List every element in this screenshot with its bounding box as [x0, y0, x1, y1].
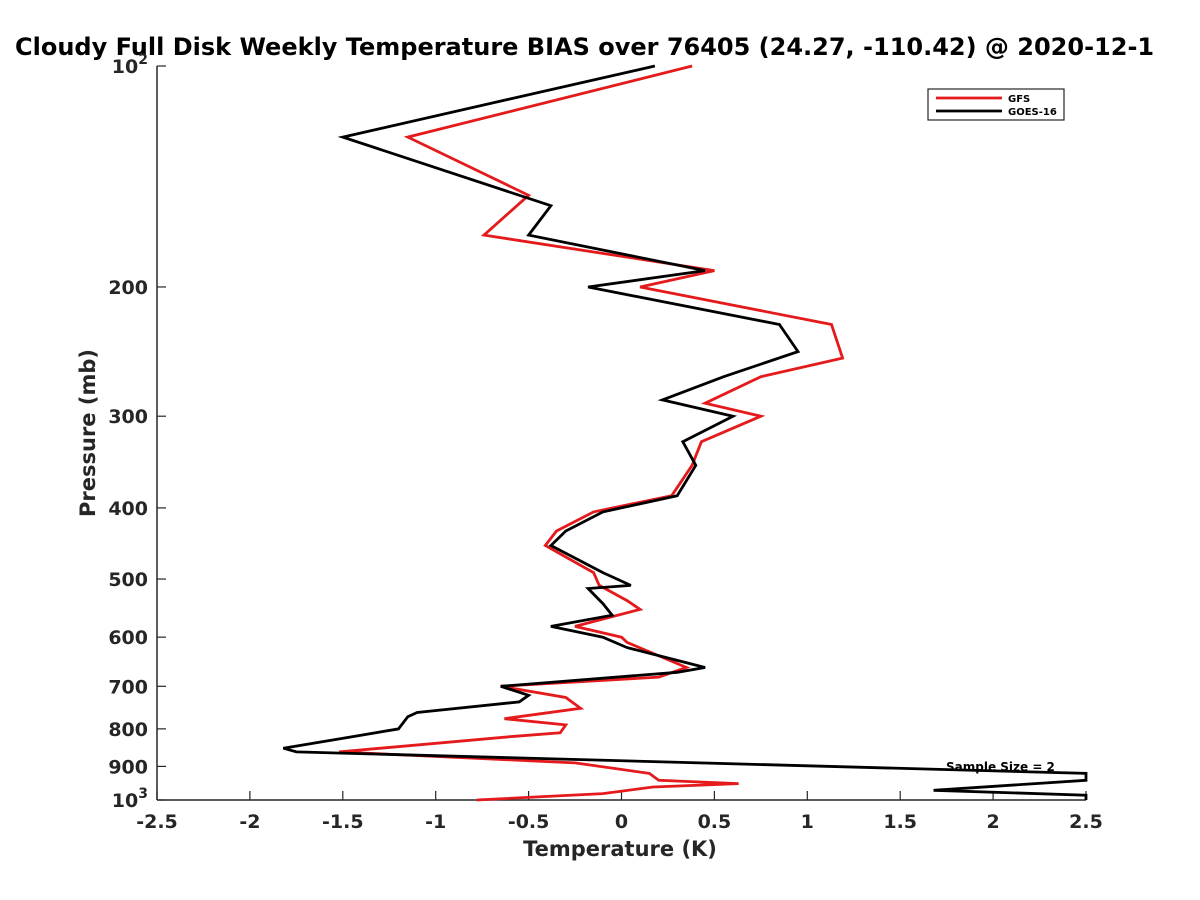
legend-box — [927, 88, 1065, 121]
y-tick-label: 900 — [108, 756, 148, 778]
x-tick-label: -1 — [425, 811, 446, 833]
axes: -2.5 -2 -1.5 -1 -0.5 0 0.5 1 1.5 2 2.5 102 200 300 400… — [108, 52, 1103, 833]
series-line-goes-16 — [282, 64, 1088, 800]
y-tick-label: 300 — [108, 406, 148, 428]
plot-area — [282, 64, 1088, 802]
legend-label: GOES-16 — [1008, 107, 1057, 118]
y-tick-label: 200 — [108, 277, 148, 299]
x-tick-label: -2 — [239, 811, 260, 833]
x-tick-label: 1 — [801, 811, 814, 833]
y-axis-label: Pressure (mb) — [76, 349, 100, 517]
x-tick-label: 2 — [986, 811, 999, 833]
chart-title: Cloudy Full Disk Weekly Temperature BIAS… — [15, 33, 1154, 61]
x-tick-label: 1.5 — [883, 811, 917, 833]
x-tick-label: -0.5 — [508, 811, 550, 833]
legend-label: GFS — [1008, 94, 1030, 105]
x-tick-label: 0 — [615, 811, 628, 833]
x-tick-label: 0.5 — [698, 811, 732, 833]
y-tick-label: 103 — [112, 786, 148, 812]
x-tick-label: -1.5 — [322, 811, 364, 833]
y-tick-label: 700 — [108, 676, 148, 698]
x-tick-label: -2.5 — [136, 811, 178, 833]
y-tick-label: 600 — [108, 627, 148, 649]
y-tick-label: 102 — [112, 52, 148, 78]
x-axis-label: Temperature (K) — [523, 837, 717, 861]
legend: GFS GOES-16 — [927, 88, 1065, 121]
x-tick-label: 2.5 — [1069, 811, 1103, 833]
y-tick-label: 400 — [108, 498, 148, 520]
y-tick-label: 800 — [108, 719, 148, 741]
series-line-gfs — [338, 64, 845, 802]
sample-size-annotation: Sample Size = 2 — [946, 760, 1055, 774]
y-tick-label: 500 — [108, 569, 148, 591]
